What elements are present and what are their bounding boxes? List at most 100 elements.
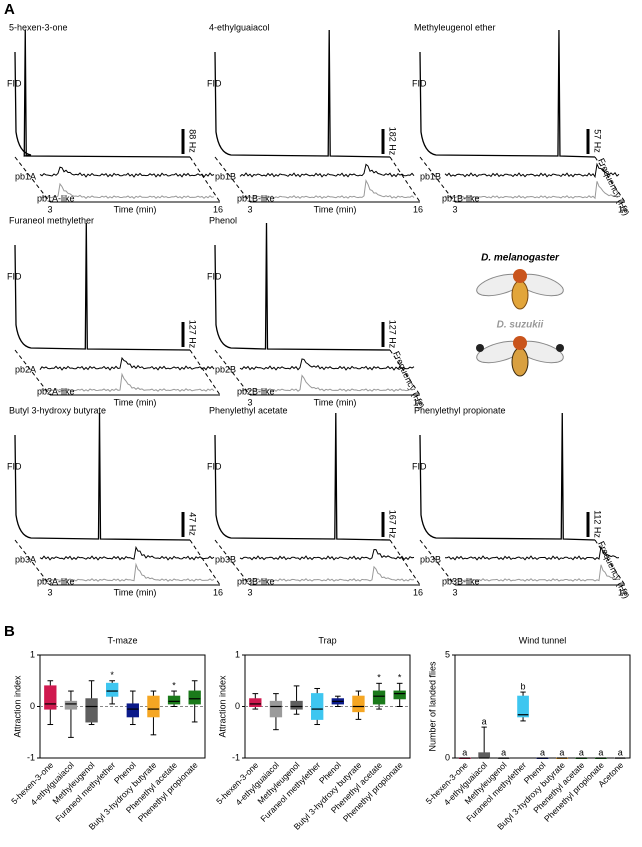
neuron-label: pb1A bbox=[15, 171, 36, 181]
box bbox=[126, 703, 139, 718]
x-tick-label: 16 bbox=[213, 587, 223, 597]
chart-title: Wind tunnel bbox=[519, 635, 567, 645]
x-tick-label: 16 bbox=[413, 397, 423, 407]
scale-label: 112 Hz bbox=[593, 510, 603, 538]
neuron-like-label: pb1B-like bbox=[442, 193, 480, 203]
annotation: a bbox=[559, 747, 564, 757]
x-tick-label: 3 bbox=[47, 204, 52, 214]
y-axis-label: Number of landed flies bbox=[427, 661, 437, 752]
box bbox=[478, 752, 491, 759]
ssr-trace bbox=[239, 374, 415, 392]
x-tick-label: 16 bbox=[618, 587, 628, 597]
box bbox=[44, 685, 57, 710]
fid-trace bbox=[214, 29, 391, 158]
dash-left bbox=[419, 156, 456, 203]
scale-label: 167 Hz bbox=[388, 510, 398, 539]
dash-left bbox=[214, 156, 251, 203]
annotation: a bbox=[462, 747, 467, 757]
x-axis-label: Time (min) bbox=[114, 587, 157, 597]
trace-title: Butyl 3-hydroxy butyrate bbox=[9, 405, 106, 415]
box bbox=[393, 690, 406, 700]
neuron-like-label: pb3A-like bbox=[37, 576, 75, 586]
fid-label: FID bbox=[7, 461, 22, 471]
dash-left bbox=[14, 539, 51, 586]
ssr-trace bbox=[239, 565, 415, 582]
neuron-label: pb1B bbox=[215, 171, 236, 181]
neuron-label: pb3B bbox=[420, 554, 441, 564]
dash-left bbox=[419, 539, 456, 586]
annotation: a bbox=[482, 716, 487, 726]
x-tick-label: 16 bbox=[213, 204, 223, 214]
fid-label: FID bbox=[7, 78, 22, 88]
neuron-label: pb1B bbox=[420, 171, 441, 181]
x-axis-label: Time (min) bbox=[314, 397, 357, 407]
fid-trace bbox=[419, 29, 596, 158]
x-tick-label: 16 bbox=[618, 204, 628, 214]
ssr-trace bbox=[239, 549, 415, 561]
annotation: a bbox=[618, 747, 623, 757]
y-tick-label: 5 bbox=[445, 649, 450, 659]
ssr-trace bbox=[444, 181, 620, 200]
x-tick-label: 3 bbox=[247, 397, 252, 407]
neuron-label: pb2A bbox=[15, 364, 36, 374]
annotation: a bbox=[598, 747, 603, 757]
y-tick-label: -1 bbox=[232, 752, 240, 762]
box bbox=[517, 695, 529, 718]
dash-left bbox=[14, 349, 51, 396]
ssr-trace bbox=[39, 166, 215, 178]
neuron-like-label: pb1B-like bbox=[237, 193, 275, 203]
x-tick-label: 3 bbox=[47, 587, 52, 597]
trace-title: Furaneol methylether bbox=[9, 215, 94, 225]
annotation: * bbox=[172, 680, 176, 690]
ssr-trace bbox=[39, 356, 215, 371]
neuron-label: pb3A bbox=[15, 554, 36, 564]
fid-trace bbox=[14, 412, 191, 541]
species-label: D. melanogaster bbox=[481, 253, 560, 264]
ssr-trace bbox=[39, 562, 215, 582]
annotation: * bbox=[398, 673, 402, 683]
annotation: a bbox=[501, 747, 506, 757]
box bbox=[311, 693, 324, 720]
annotation: * bbox=[377, 673, 381, 683]
dash-right bbox=[189, 539, 221, 586]
x-tick-label: 16 bbox=[413, 204, 423, 214]
ssr-trace bbox=[239, 179, 415, 199]
scale-label: 182 Hz bbox=[388, 127, 398, 156]
box bbox=[249, 698, 262, 708]
fid-trace bbox=[14, 29, 191, 158]
box bbox=[188, 690, 201, 705]
y-axis-label: Attraction index bbox=[217, 675, 227, 738]
dash-right bbox=[594, 539, 626, 586]
x-axis-label: Time (min) bbox=[114, 204, 157, 214]
x-tick-label: 3 bbox=[247, 587, 252, 597]
trace-title: Methyleugenol ether bbox=[414, 22, 496, 32]
annotation: b bbox=[521, 681, 526, 691]
ssr-trace bbox=[445, 564, 620, 582]
neuron-like-label: pb1A-like bbox=[37, 193, 75, 203]
neuron-label: pb2B bbox=[215, 364, 236, 374]
box bbox=[106, 682, 119, 697]
box bbox=[85, 698, 98, 723]
ssr-trace bbox=[239, 163, 415, 178]
ssr-trace bbox=[444, 162, 620, 179]
neuron-like-label: pb2A-like bbox=[37, 386, 75, 396]
dash-right bbox=[389, 539, 421, 586]
fid-label: FID bbox=[207, 461, 222, 471]
box bbox=[290, 700, 303, 710]
y-axis-label: Attraction index bbox=[12, 675, 22, 738]
x-tick-label: 3 bbox=[247, 204, 252, 214]
ssr-trace bbox=[39, 372, 215, 392]
fid-label: FID bbox=[7, 271, 22, 281]
neuron-like-label: pb3B-like bbox=[237, 576, 275, 586]
y-tick-label: 1 bbox=[30, 649, 35, 659]
box bbox=[64, 700, 78, 710]
scale-label: 127 Hz bbox=[188, 320, 198, 349]
fid-trace bbox=[419, 412, 596, 541]
fly-melanogaster bbox=[476, 269, 564, 310]
dash-left bbox=[214, 349, 251, 396]
scale-label: 127 Hz bbox=[388, 320, 398, 349]
neuron-label: pb3B bbox=[215, 554, 236, 564]
box bbox=[167, 695, 181, 705]
